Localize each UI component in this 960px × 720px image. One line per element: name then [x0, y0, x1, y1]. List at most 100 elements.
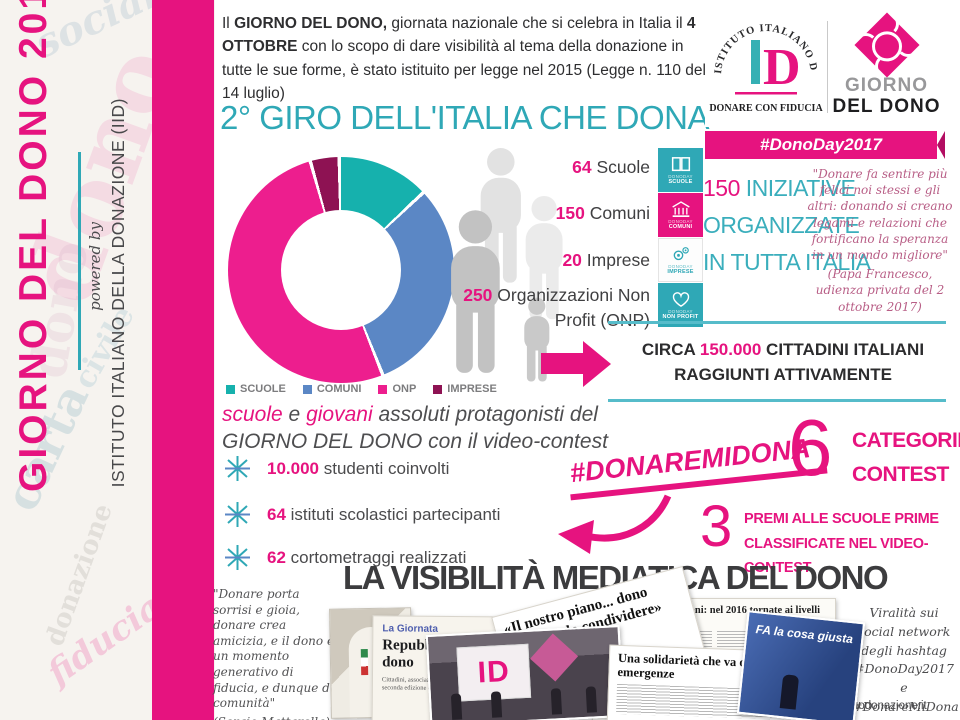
protagonists-text-span: e	[282, 403, 307, 426]
reach-text: CIRCA	[641, 340, 700, 359]
intro-paragraph: Il GIORNO DEL DONO, giornata nazionale c…	[222, 12, 716, 105]
legend-swatch	[226, 384, 235, 394]
gears-icon	[673, 246, 689, 260]
bullet-number: 62	[267, 547, 286, 567]
organization-name-vertical: ISTITUTO ITALIANO DELLA DONAZIONE (IID)	[108, 98, 128, 488]
premi-line2: CLASSIFICATE NEL VIDEO-CONTEST	[744, 535, 929, 577]
bullet-text: 62 cortometraggi realizzati	[267, 548, 466, 568]
gdd-name-line2: DEL DONO	[832, 95, 941, 117]
quote-author: (Papa Francesco, udienza privata del 2 o…	[815, 267, 945, 314]
premi-label: PREMI ALLE SCUOLE PRIME CLASSIFICATE NEL…	[744, 507, 960, 581]
contest-number: 6	[788, 403, 833, 492]
reach-text-line2: RAGGIUNTI ATTIVAMENTE	[674, 364, 892, 384]
legend-label: SCUOLE	[240, 383, 286, 395]
id-logo-text: ID	[476, 654, 511, 690]
contest-line2: CONTEST	[852, 462, 949, 486]
reach-statement: CIRCA 150.000 CITTADINI ITALIANI RAGGIUN…	[618, 338, 948, 387]
stat-value: 150	[555, 203, 585, 223]
contest-line1: CATEGORIE	[852, 429, 960, 452]
tv-photo-fa-la-cosa-giusta: FA la cosa giusta	[736, 610, 866, 720]
intro-bold-giorno: GIORNO DEL DONO,	[234, 15, 388, 32]
legend-label: ONP	[392, 383, 417, 395]
logo-box: ISTITUTO ITALIANO DONAZIONE D DONARE CON…	[705, 6, 945, 127]
protagonists-text-span: assoluti protagonisti del	[372, 403, 598, 426]
donoday-hashtag: #DonoDay2017	[760, 135, 882, 154]
protagonists-text: scuole e giovani assoluti protagonisti d…	[222, 401, 608, 456]
iid-letter-d: D	[763, 39, 801, 96]
badge-label: SCUOLE	[668, 178, 693, 185]
bullet-studenti: 10.000 studenti coinvolti	[224, 455, 449, 482]
badge-top-label: DONODAY	[668, 218, 693, 224]
quote-author: (Sergio Mattarella)	[213, 715, 335, 720]
gdd-arc	[874, 11, 899, 36]
teal-divider-line	[78, 152, 81, 370]
legend-label: IMPRESE	[447, 383, 497, 395]
giorno-del-dono-logo: GIORNO DEL DONO	[828, 11, 945, 118]
badge-label: NON PROFIT	[662, 313, 699, 320]
badge-imprese: DONODAY IMPRESE	[658, 238, 703, 282]
iniziative-line3: IN TUTTA ITALIA	[703, 248, 871, 275]
mattarella-quote: "Donare porta sorrisi e gioia, donare cr…	[213, 587, 335, 720]
donoday-ribbon: #DonoDay2017	[705, 131, 937, 159]
premi-number: 3	[700, 494, 733, 559]
iniziative-line1: 150 INIZIATIVE	[703, 170, 871, 207]
badge-non-profit: DONODAY NON PROFIT	[658, 283, 703, 327]
intro-bold-date: 4 OTTOBRE	[222, 15, 696, 56]
stat-value: 20	[562, 250, 582, 270]
iid-underline	[735, 91, 797, 94]
donut-chart	[228, 157, 454, 383]
bullet-number: 64	[267, 504, 286, 524]
stat-imprese: 20 Imprese	[440, 250, 650, 271]
svg-text:ISTITUTO ITALIANO DONAZIONE: ISTITUTO ITALIANO DONAZIONE	[705, 8, 819, 74]
highlight-giovani: giovani	[306, 403, 373, 426]
bullet-cortometraggi: 62 cortometraggi realizzati	[224, 544, 466, 571]
legend-item-imprese: IMPRESE	[433, 383, 497, 395]
asterisk-icon	[225, 545, 250, 570]
studio-person	[450, 693, 463, 720]
iniziative-text: INIZIATIVE	[739, 175, 856, 201]
gdd-arc	[895, 32, 920, 57]
iniziative-block: 150 INIZIATIVE ORGANIZZATE IN TUTTA ITAL…	[703, 170, 871, 280]
iid-tagline: DONARE CON FIDUCIA	[709, 103, 823, 114]
right-arrow-icon	[541, 353, 583, 374]
right-arrow-icon	[583, 341, 611, 387]
stat-value: 250	[463, 285, 493, 305]
iid-letter-i	[751, 39, 760, 84]
teal-rule-top	[608, 321, 946, 324]
premi-line1: PREMI ALLE SCUOLE PRIME	[744, 511, 939, 527]
gdd-arc	[853, 32, 878, 57]
gdd-arc	[874, 53, 899, 78]
reach-number: 150.000	[699, 340, 762, 359]
legend-label: COMUNI	[316, 383, 362, 395]
stat-label: Scuole	[591, 157, 650, 177]
stat-value: 64	[572, 157, 592, 177]
intro-text: con lo scopo di dare visibilità al tema …	[222, 38, 706, 102]
bullet-istituti: 64 istituti scolastici partecipanti	[224, 501, 500, 528]
watermark-word: donazione	[39, 500, 119, 650]
iniziative-number: 150	[703, 175, 740, 201]
powered-by-label: powered by	[86, 222, 104, 311]
badge-top-label: DONODAY	[668, 263, 693, 269]
protagonists-line2: GIORNO DEL DONO con il video-contest	[222, 430, 608, 454]
bullet-text: 64 istituti scolastici partecipanti	[267, 505, 500, 525]
donut-chart-hole	[281, 210, 401, 330]
asterisk-icon	[225, 456, 250, 481]
backdrop-diamond	[530, 633, 579, 682]
quote-text: "Donare porta sorrisi e gioia, donare cr…	[213, 587, 335, 711]
legend-item-scuole: SCUOLE	[226, 383, 286, 395]
stat-label: Comuni	[584, 203, 650, 223]
chart-legend: SCUOLE COMUNI ONP IMPRESE	[226, 383, 497, 395]
tv-caption: FA la cosa giusta	[755, 622, 854, 647]
iid-logo: ISTITUTO ITALIANO DONAZIONE D DONARE CON…	[705, 8, 823, 114]
intro-text: giornata nazionale che si celebra in Ita…	[387, 15, 687, 32]
bullet-label: studenti coinvolti	[319, 458, 450, 478]
asterisk-icon	[225, 502, 250, 527]
tricolor-sash	[360, 649, 369, 676]
studio-person	[550, 688, 563, 715]
papa-francesco-quote: "Donare fa sentire più felici noi stessi…	[806, 166, 954, 315]
legend-swatch	[302, 384, 312, 394]
tv-studio-photo: ID	[425, 624, 625, 720]
badge-scuole: DONODAY SCUOLE	[658, 148, 703, 192]
badge-top-label: DONODAY	[668, 173, 693, 179]
